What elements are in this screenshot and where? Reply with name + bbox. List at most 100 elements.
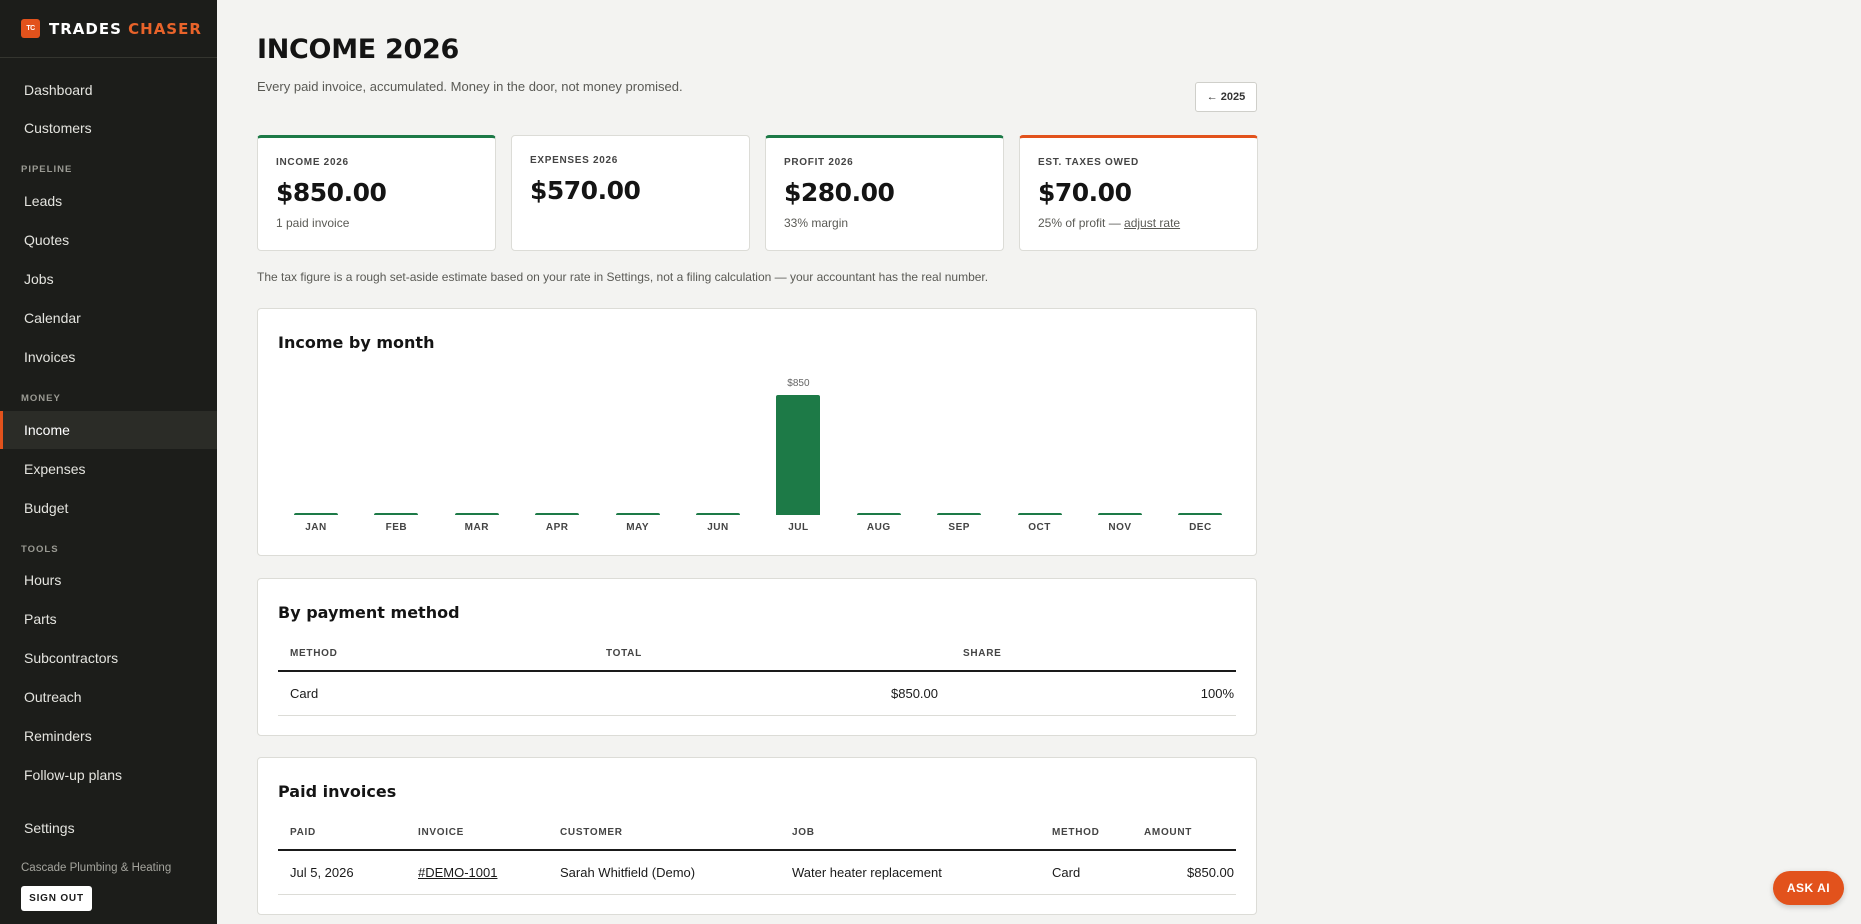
- taxes-stat-label: EST. TAXES OWED: [1038, 157, 1139, 168]
- company-name: Cascade Plumbing & Heating: [21, 862, 172, 874]
- chart-bar-jan: [294, 513, 338, 515]
- sidebar-item-outreach[interactable]: Outreach: [24, 689, 82, 705]
- sidebar-item-jobs[interactable]: Jobs: [24, 271, 54, 287]
- method-header: METHOD: [290, 648, 338, 659]
- chart-bar-sep: [937, 513, 982, 515]
- chart-title: Income by month: [278, 333, 435, 352]
- income-chart: JAN FEB MAR APR MAY JUN JUL $850 AUG SEP OCT NOV DEC: [258, 309, 1258, 557]
- page-title: INCOME 2026: [257, 34, 459, 65]
- chart-bar-oct: [1017, 513, 1062, 515]
- share-header: SHARE: [963, 648, 1002, 659]
- tax-disclaimer: The tax figure is a rough set-aside esti…: [257, 270, 989, 284]
- payment-share-cell: 100%: [1200, 686, 1234, 701]
- brand-name-part2: CHASER: [128, 19, 202, 38]
- income-stat-note: 1 paid invoice: [276, 216, 350, 230]
- chart-data-label: $850: [787, 378, 810, 389]
- taxes-stat-note: 25% of profit — adjust rate: [1038, 216, 1239, 230]
- brand-name: TRADES CHASER: [49, 20, 202, 38]
- profit-stat-card: PROFIT 2026 $280.00 33% margin: [765, 135, 1004, 251]
- paid-date-cell: Jul 5, 2026: [290, 865, 354, 880]
- chart-bar-feb: [374, 513, 419, 515]
- income-stat-value: $850.00: [276, 178, 387, 207]
- payment-method-title: By payment method: [278, 603, 460, 622]
- sidebar-item-customers[interactable]: Customers: [24, 120, 92, 136]
- job-header: JOB: [792, 827, 815, 838]
- expenses-stat-value: $570.00: [530, 176, 641, 205]
- chart-month-label: FEB: [385, 522, 408, 533]
- chart-bar-may: [615, 513, 660, 515]
- payment-method-panel: By payment method METHOD TOTAL SHARE Car…: [257, 578, 1257, 736]
- invoice-link[interactable]: #DEMO-1001: [418, 865, 498, 880]
- sidebar-item-settings[interactable]: Settings: [24, 820, 75, 836]
- chart-bar-nov: [1098, 513, 1142, 515]
- adjust-rate-link[interactable]: adjust rate: [1124, 216, 1181, 230]
- chart-month-label: NOV: [1108, 522, 1132, 533]
- brand-logo-icon: TC: [21, 19, 40, 38]
- table-row-rule: [278, 894, 1236, 895]
- sidebar-item-subcontractors[interactable]: Subcontractors: [24, 650, 119, 666]
- chart-bar-jul: [776, 395, 821, 515]
- job-cell: Water heater replacement: [792, 865, 942, 880]
- sidebar-item-expenses[interactable]: Expenses: [24, 461, 86, 477]
- sidebar-section-tools: TOOLS: [21, 544, 59, 555]
- income-stat-card: INCOME 2026 $850.00 1 paid invoice: [257, 135, 496, 251]
- table-row-rule: [278, 715, 1236, 716]
- sidebar-item-leads[interactable]: Leads: [24, 193, 63, 209]
- profit-stat-label: PROFIT 2026: [784, 157, 854, 168]
- chart-bar-aug: [856, 513, 901, 515]
- method-cell: Card: [1052, 865, 1081, 880]
- chart-month-label: MAR: [464, 522, 489, 533]
- chart-bar-jun: [696, 513, 740, 515]
- chart-month-label: MAY: [626, 522, 649, 533]
- chart-bar-apr: [535, 513, 580, 515]
- ask-ai-button[interactable]: ASK AI: [1773, 871, 1844, 905]
- table-header-rule: [278, 849, 1236, 851]
- previous-year-button[interactable]: ← 2025: [1195, 82, 1257, 112]
- sidebar-item-quotes[interactable]: Quotes: [24, 232, 70, 248]
- expenses-stat-card: EXPENSES 2026 $570.00: [511, 135, 750, 251]
- customer-cell: Sarah Whitfield (Demo): [560, 865, 696, 880]
- sidebar-section-pipeline: PIPELINE: [21, 164, 73, 175]
- sidebar-item-income[interactable]: Income: [0, 411, 217, 449]
- sidebar-item-budget[interactable]: Budget: [24, 500, 69, 516]
- brand-name-part1: TRADES: [49, 19, 122, 38]
- chart-month-label: AUG: [866, 522, 891, 533]
- chart-month-label: APR: [545, 522, 569, 533]
- sidebar-item-parts[interactable]: Parts: [24, 611, 57, 627]
- paid-invoices-panel: Paid invoices PAID INVOICE CUSTOMER JOB …: [257, 757, 1257, 915]
- chart-month-label: SEP: [948, 522, 970, 533]
- payment-total-cell: $850.00: [891, 686, 938, 701]
- sidebar: TC TRADES CHASER Dashboard Customers PIP…: [0, 0, 217, 924]
- sidebar-item-followup-plans[interactable]: Follow-up plans: [24, 767, 123, 783]
- payment-method-cell: Card: [290, 686, 319, 701]
- sidebar-item-reminders[interactable]: Reminders: [24, 728, 92, 744]
- expenses-stat-label: EXPENSES 2026: [530, 155, 619, 166]
- method-header: METHOD: [1052, 827, 1100, 838]
- chart-month-label: OCT: [1028, 522, 1051, 533]
- page-subtitle: Every paid invoice, accumulated. Money i…: [257, 79, 683, 94]
- sidebar-section-money: MONEY: [21, 393, 61, 404]
- sidebar-item-dashboard[interactable]: Dashboard: [24, 82, 93, 98]
- sidebar-item-hours[interactable]: Hours: [24, 572, 62, 588]
- chart-month-label: JAN: [305, 522, 327, 533]
- income-stat-label: INCOME 2026: [276, 157, 349, 168]
- sidebar-item-calendar[interactable]: Calendar: [24, 310, 81, 326]
- amount-cell: $850.00: [1187, 865, 1234, 880]
- table-header-rule: [278, 670, 1236, 672]
- profit-stat-note: 33% margin: [784, 216, 849, 230]
- sign-out-button[interactable]: SIGN OUT: [21, 886, 92, 911]
- profit-stat-value: $280.00: [784, 178, 895, 207]
- chart-bar-dec: [1178, 513, 1223, 515]
- taxes-stat-value: $70.00: [1038, 178, 1132, 207]
- paid-header: PAID: [290, 827, 316, 838]
- taxes-stat-card: EST. TAXES OWED $70.00 25% of profit — a…: [1019, 135, 1258, 251]
- customer-header: CUSTOMER: [560, 827, 623, 838]
- chart-month-label: JUN: [707, 522, 729, 533]
- income-by-month-panel: Income by month JAN FEB MAR APR MAY JUN JUL $85…: [257, 308, 1257, 556]
- invoice-header: INVOICE: [418, 827, 465, 838]
- chart-month-label: JUL: [788, 522, 809, 533]
- taxes-stat-note-text: 25% of profit —: [1038, 216, 1125, 230]
- sidebar-item-invoices[interactable]: Invoices: [24, 349, 76, 365]
- brand[interactable]: TC TRADES CHASER: [0, 0, 217, 58]
- chart-bar-mar: [454, 513, 499, 515]
